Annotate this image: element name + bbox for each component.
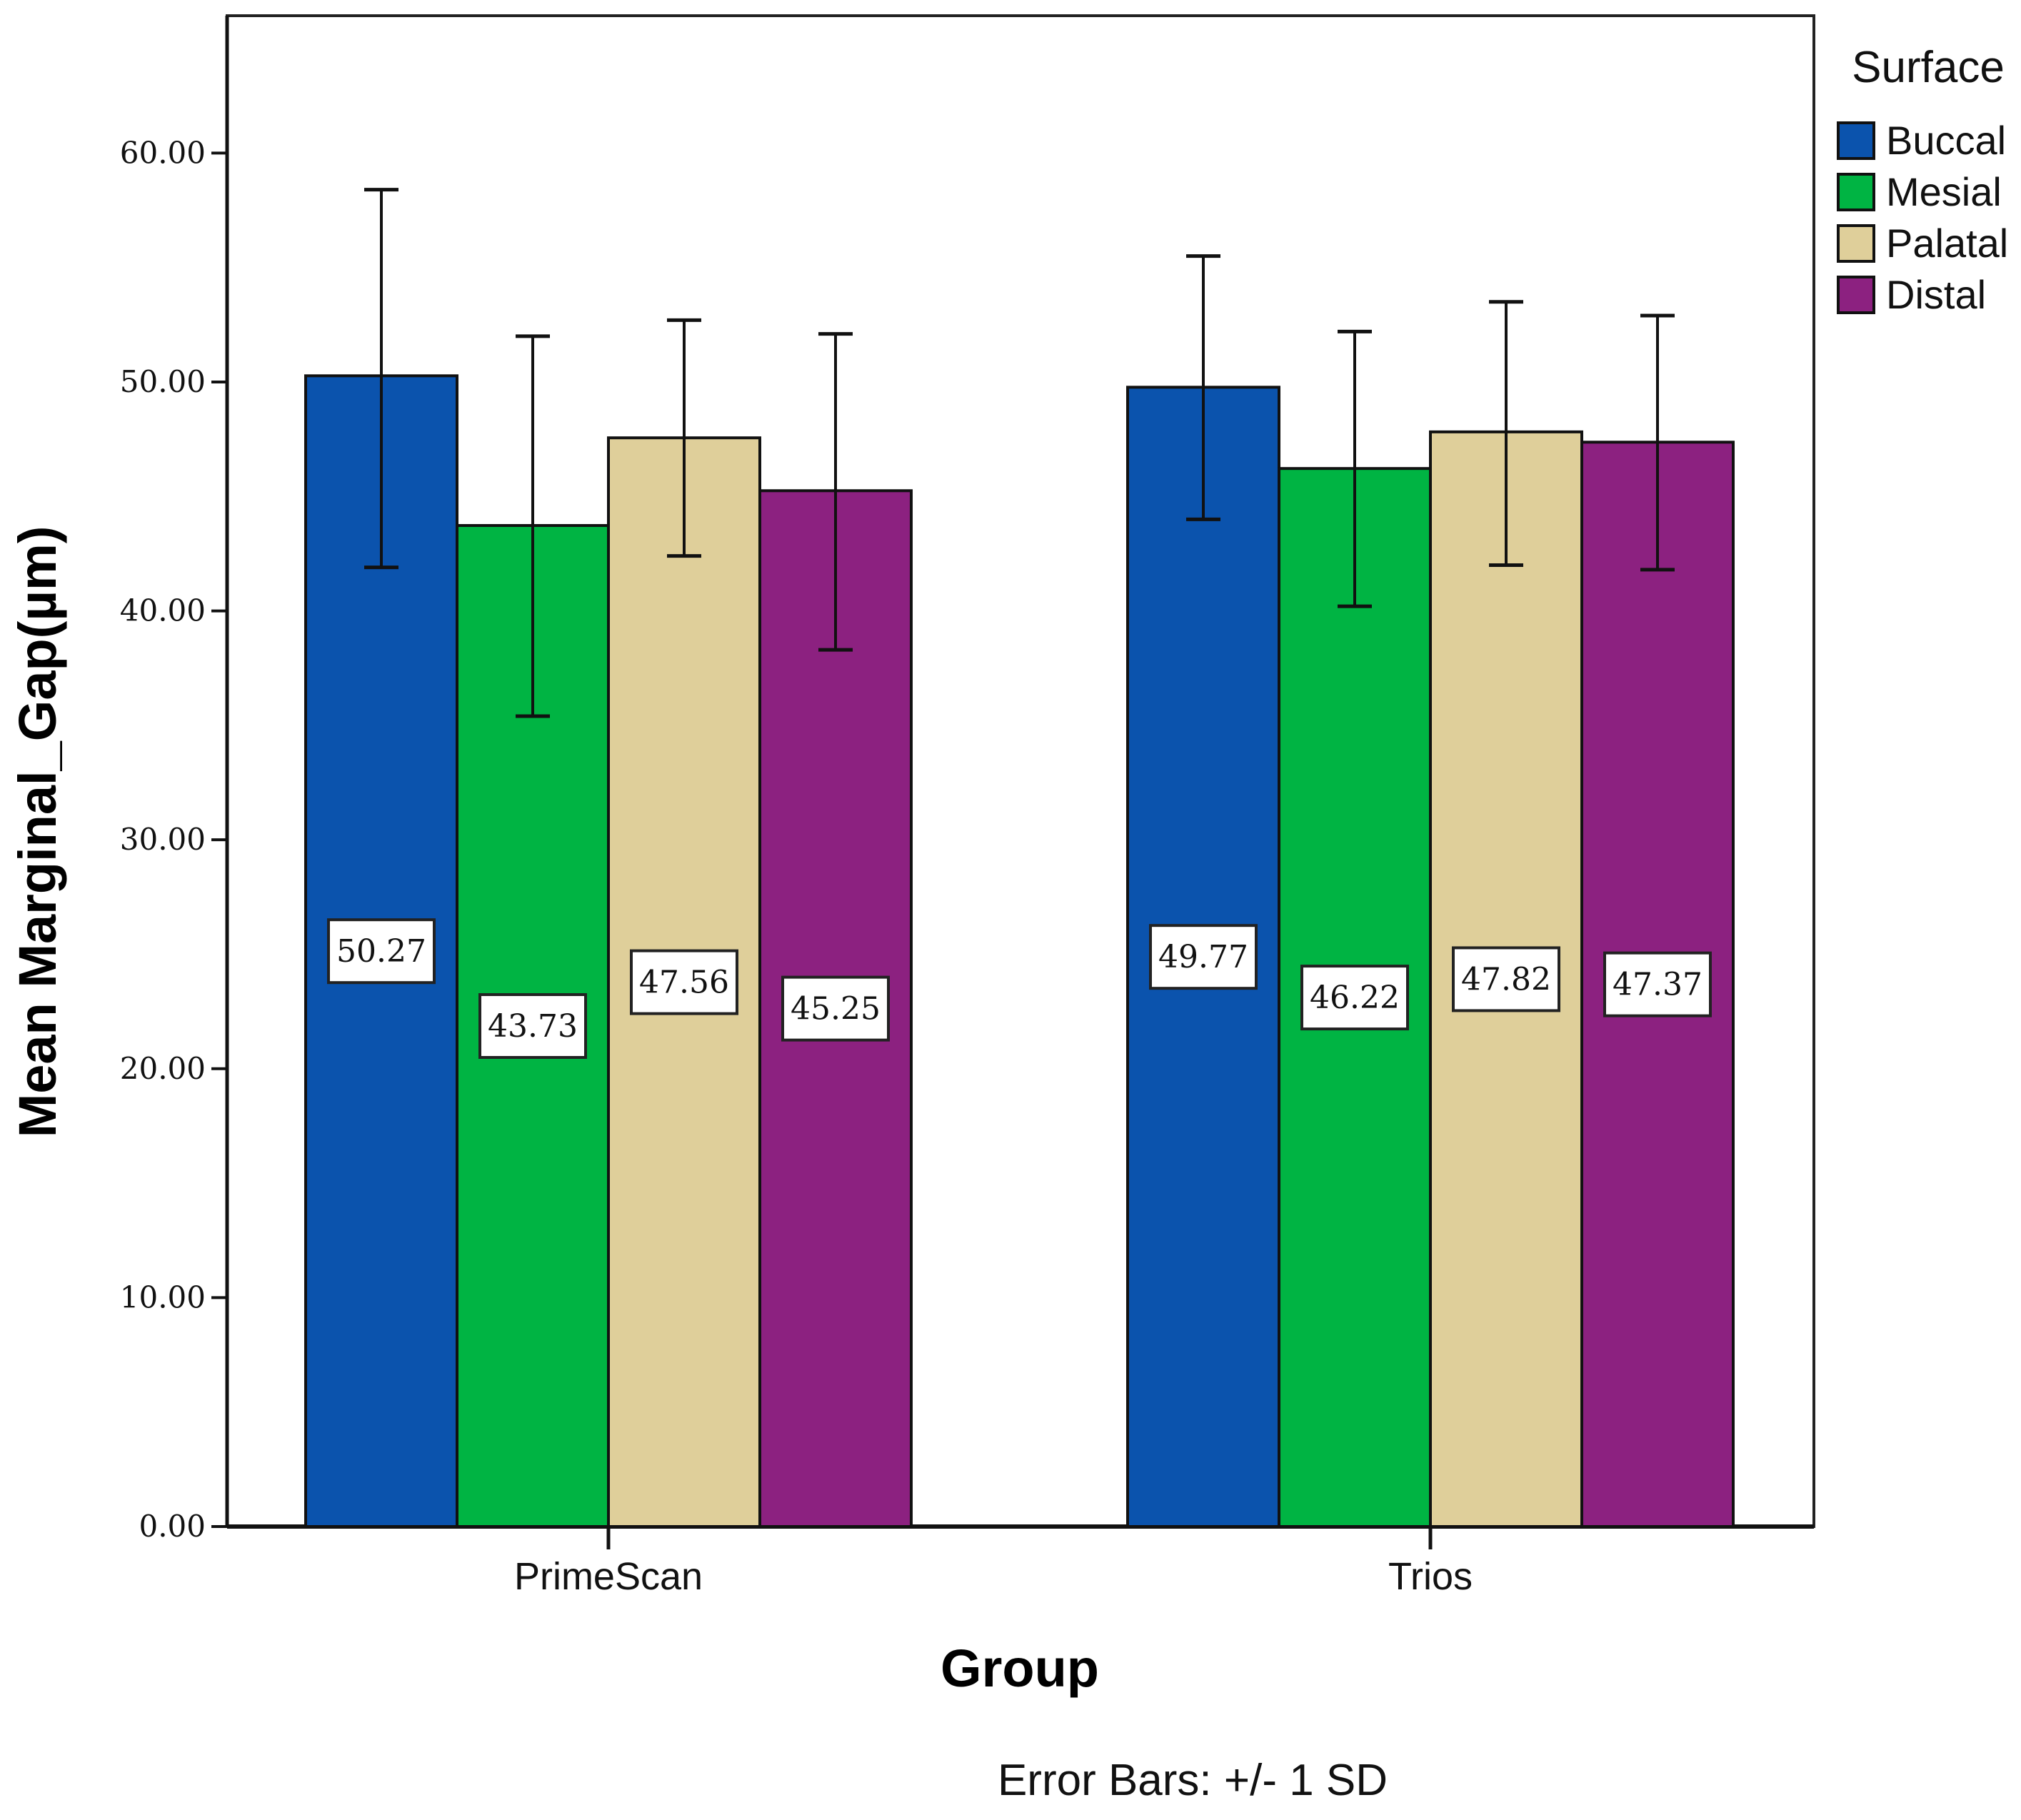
error-bar <box>667 318 701 558</box>
x-category-label: PrimeScan <box>514 1555 703 1598</box>
legend-swatch <box>1837 276 1875 314</box>
y-tick-label: 0.00 <box>139 1509 206 1544</box>
error-bar <box>364 188 398 570</box>
data-label: 47.82 <box>1452 946 1560 1012</box>
data-label: 43.73 <box>478 992 587 1059</box>
data-label-text: 47.37 <box>1613 967 1702 1003</box>
y-axis-ticks: 0.00 10.00 20.00 30.00 40.00 50.00 60.00 <box>120 135 227 1544</box>
error-bar <box>818 332 853 652</box>
data-label-box <box>1300 965 1409 1031</box>
legend-swatch <box>1837 121 1875 160</box>
data-label-box <box>478 992 587 1059</box>
error-bar <box>1186 254 1220 521</box>
data-label: 47.37 <box>1603 951 1712 1017</box>
legend-swatch <box>1837 224 1875 263</box>
x-axis-categories: PrimeScan Trios <box>514 1527 1473 1598</box>
data-label-text: 43.73 <box>488 1008 578 1045</box>
data-label-box <box>1149 924 1258 990</box>
data-label-box <box>781 975 890 1042</box>
data-labels: 50.27 43.73 47.56 45.25 49.77 46.22 47.82 47.37 <box>327 918 1712 1059</box>
error-bar <box>1338 329 1372 608</box>
error-bars <box>364 188 1675 718</box>
error-bars-note: Error Bars: +/- 1 SD <box>998 1756 1388 1805</box>
legend-item: Buccal <box>1837 118 2006 163</box>
y-tick-label: 40.00 <box>120 593 206 628</box>
error-bar <box>1640 313 1675 572</box>
y-axis-title: Mean Marginal_Gap(µm) <box>8 526 67 1138</box>
data-label: 45.25 <box>781 975 890 1042</box>
data-label-text: 46.22 <box>1310 980 1400 1016</box>
data-label-text: 45.25 <box>791 991 881 1027</box>
data-label-text: 47.56 <box>639 965 729 1001</box>
error-bar <box>516 334 550 718</box>
data-label-text: 50.27 <box>336 933 426 970</box>
legend-item: Mesial <box>1837 169 2002 214</box>
legend-label: Distal <box>1886 272 1986 317</box>
legend-label: Palatal <box>1886 221 2008 266</box>
data-label: 50.27 <box>327 918 436 985</box>
legend-label: Mesial <box>1886 169 2002 214</box>
y-tick-label: 30.00 <box>120 822 206 857</box>
data-label: 49.77 <box>1149 924 1258 990</box>
legend-swatch <box>1837 173 1875 211</box>
data-label-text: 49.77 <box>1158 939 1248 975</box>
data-label-box <box>1452 946 1560 1012</box>
data-label-box <box>1603 951 1712 1017</box>
data-label-text: 47.82 <box>1461 961 1551 997</box>
legend-title: Surface <box>1852 43 2005 92</box>
y-tick-label: 20.00 <box>120 1051 206 1086</box>
data-label-box <box>630 949 738 1015</box>
x-axis-title: Group <box>941 1639 1099 1698</box>
data-label: 46.22 <box>1300 965 1409 1031</box>
y-tick-label: 60.00 <box>120 135 206 170</box>
data-label-box <box>327 918 436 985</box>
data-label: 47.56 <box>630 949 738 1015</box>
y-tick-label: 50.00 <box>120 364 206 399</box>
x-category-label: Trios <box>1388 1555 1473 1598</box>
legend-item: Palatal <box>1837 221 2008 266</box>
y-tick-label: 10.00 <box>120 1279 206 1314</box>
legend: Surface Buccal Mesial Palatal Distal <box>1837 43 2008 317</box>
error-bar <box>1489 300 1523 567</box>
legend-label: Buccal <box>1886 118 2006 163</box>
legend-item: Distal <box>1837 272 1986 317</box>
